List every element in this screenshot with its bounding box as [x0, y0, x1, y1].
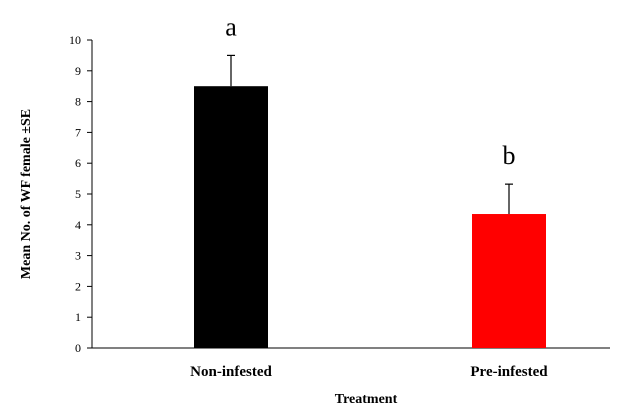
y-axis-title: Mean No. of WF female ±SE	[19, 109, 34, 279]
x-category-label: Non-infested	[190, 364, 272, 380]
x-category-label: Pre-infested	[470, 364, 548, 380]
bar-pre-infested	[472, 214, 546, 348]
y-tick-label: 8	[75, 95, 81, 109]
significance-label: b	[503, 141, 516, 170]
y-tick-label: 0	[75, 341, 81, 355]
bar-non-infested	[194, 86, 268, 348]
x-axis-category-labels: Non-infested Pre-infested	[190, 364, 548, 380]
significance-label: a	[225, 12, 237, 41]
y-tick-label: 3	[75, 249, 81, 263]
y-tick-label: 6	[75, 156, 81, 170]
error-bars	[227, 54, 513, 215]
y-tick-label: 10	[69, 33, 81, 47]
y-tick-label: 5	[75, 187, 81, 201]
y-tick-label: 2	[75, 279, 81, 293]
y-tick-label: 4	[75, 218, 81, 232]
y-tick-label: 9	[75, 64, 81, 78]
bars	[194, 86, 546, 348]
x-axis-title: Treatment	[335, 392, 398, 407]
y-tick-label: 1	[75, 310, 81, 324]
y-tick-label: 7	[75, 125, 81, 139]
y-axis-ticks: 0 1 2 3 4 5 6 7 8 9 10	[69, 33, 92, 355]
significance-labels: ab	[225, 12, 515, 170]
